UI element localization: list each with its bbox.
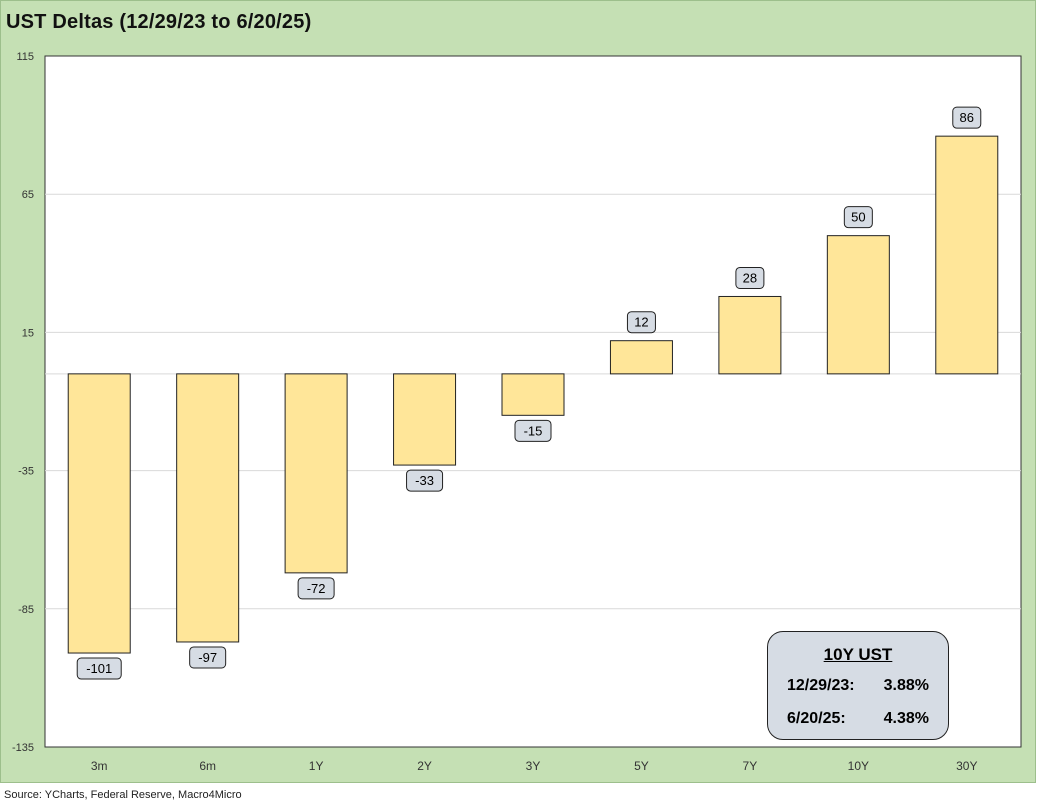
x-tick-label: 6m [199,759,216,773]
y-tick-label: 115 [16,51,34,63]
chart-title: UST Deltas (12/29/23 to 6/20/25) [6,11,312,33]
bar-7Y [718,295,782,375]
y-axis-ticks: 115 65 15 -35 -85 -135 [12,51,34,754]
x-tick-label: 3m [91,759,108,773]
y-tick-label: 65 [22,189,34,201]
x-tick-label: 10Y [848,759,869,773]
x-tick-label: 5Y [634,759,649,773]
ten-year-ust-info-box: 10Y UST 12/29/23: 3.88% 6/20/25: 4.38% [767,631,949,740]
y-tick-label: 15 [22,327,34,339]
bar-2Y [393,373,457,466]
svg-text:86: 86 [960,110,974,125]
y-tick-label: -35 [18,466,34,478]
svg-text:-72: -72 [307,581,326,596]
data-label-1Y: -72 [297,577,335,600]
svg-text:28: 28 [743,270,757,285]
info-box-row-value: 4.38% [883,710,929,727]
data-label-5Y: 12 [626,311,656,334]
info-box-title: 10Y UST [823,645,893,664]
data-label-3Y: -15 [514,419,552,442]
bar-3Y [501,373,565,416]
info-box-row-label: 12/29/23: [787,677,855,694]
bar-3m [67,373,131,654]
data-label-7Y: 28 [735,266,765,289]
svg-text:12: 12 [634,315,648,330]
svg-text:-101: -101 [86,661,112,676]
bar-6m [176,373,240,643]
data-label-10Y: 50 [843,206,873,229]
source-note: Source: YCharts, Federal Reserve, Macro4… [4,789,242,801]
bar-1Y [284,373,348,574]
info-box-row-start: 12/29/23: 3.88% [768,677,948,695]
bar-30Y [935,135,999,375]
x-tick-label: 3Y [526,759,541,773]
x-tick-label: 30Y [956,759,977,773]
data-labels: -101 -97 -72 -33 -15 12 28 50 86 [76,106,982,680]
data-label-2Y: -33 [406,469,444,492]
svg-text:-97: -97 [198,650,217,665]
info-box-row-label: 6/20/25: [787,710,846,727]
data-label-30Y: 86 [952,106,982,129]
data-label-3m: -101 [76,657,122,680]
svg-text:-15: -15 [524,423,543,438]
info-box-row-end: 6/20/25: 4.38% [768,710,948,728]
bar-10Y [826,235,890,375]
bar-5Y [609,340,673,375]
x-tick-label: 2Y [417,759,432,773]
x-tick-label: 7Y [743,759,758,773]
y-tick-label: -85 [18,604,34,616]
svg-text:50: 50 [851,210,865,225]
x-axis-ticks: 3m 6m 1Y 2Y 3Y 5Y 7Y 10Y 30Y [91,759,978,773]
svg-text:-33: -33 [415,473,434,488]
info-box-row-value: 3.88% [883,677,929,694]
x-tick-label: 1Y [309,759,324,773]
bars [67,135,999,654]
y-tick-label: -135 [12,742,34,754]
data-label-6m: -97 [189,646,227,669]
